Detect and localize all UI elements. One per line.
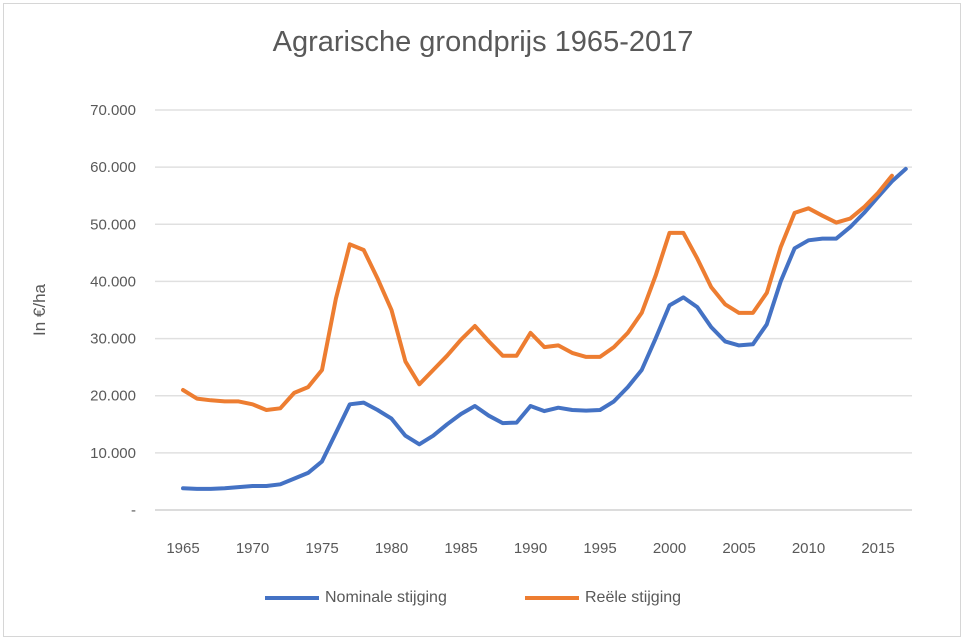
y-tick-label: 60.000 — [90, 159, 136, 176]
y-tick-label: 70.000 — [90, 102, 136, 119]
x-tick-label: 1985 — [444, 540, 477, 557]
series-line-nominal — [181, 166, 908, 491]
x-tick-label: 2010 — [792, 540, 825, 557]
y-tick-label: 30.000 — [90, 331, 136, 348]
legend-item-real: Reële stijging — [525, 589, 681, 607]
x-tick-label: 1965 — [166, 540, 199, 557]
x-tick-label: 1970 — [236, 540, 269, 557]
legend-swatch-real — [525, 596, 579, 600]
x-tick-label: 1980 — [375, 540, 408, 557]
chart-title: Agrarische grondprijs 1965-2017 — [272, 26, 694, 58]
legend-label-nominal: Nominale stijging — [325, 589, 447, 606]
x-tick-label: 1975 — [305, 540, 338, 557]
chart-frame — [3, 3, 961, 637]
y-tick-label: 50.000 — [90, 216, 136, 233]
y-tick-label: 10.000 — [90, 445, 136, 462]
legend-swatch-nominal — [265, 596, 319, 600]
x-tick-label: 1990 — [514, 540, 547, 557]
series-line-real — [181, 173, 894, 412]
y-tick-label: 20.000 — [90, 388, 136, 405]
x-tick-label: 1995 — [583, 540, 616, 557]
x-tick-label: 2000 — [653, 540, 686, 557]
x-tick-label: 2005 — [722, 540, 755, 557]
y-tick-label: 40.000 — [90, 273, 136, 290]
x-tick-label: 2015 — [861, 540, 894, 557]
legend-item-nominal: Nominale stijging — [265, 589, 447, 607]
legend-label-real: Reële stijging — [585, 589, 682, 606]
y-tick-label: - — [131, 502, 136, 519]
